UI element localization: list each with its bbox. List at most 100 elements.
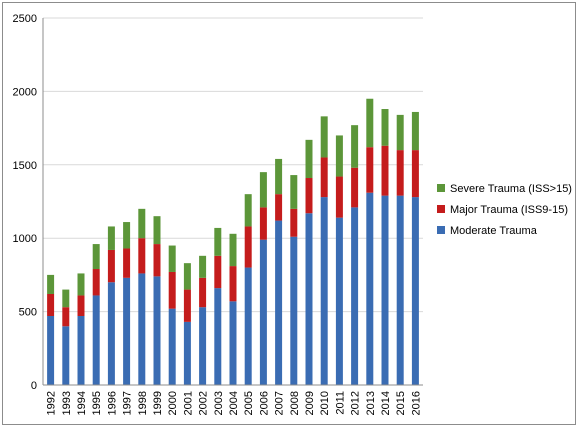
bar-segment xyxy=(138,208,146,239)
bar-segment xyxy=(381,109,389,146)
bar-segment xyxy=(92,295,100,385)
legend: Severe Trauma (ISS>15) Major Trauma (ISS9… xyxy=(437,183,572,237)
x-tick-labels: 1992 1993 1994 1995 1996 1997 1998 1999 2000 2001… xyxy=(46,391,423,415)
bar-segment xyxy=(305,139,313,179)
bar-segment xyxy=(259,207,267,240)
bar-segment xyxy=(183,263,191,290)
legend-label: Moderate Trauma xyxy=(450,225,538,237)
legend-swatch xyxy=(437,184,445,192)
axes xyxy=(42,18,423,386)
bar-segment xyxy=(275,220,283,385)
bar-segment xyxy=(92,269,100,296)
y-tick-label: 0 xyxy=(31,380,37,392)
bar-segment xyxy=(320,116,328,158)
bar-segment xyxy=(153,244,161,277)
bar-segment xyxy=(107,226,115,250)
legend-label: Severe Trauma (ISS>15) xyxy=(450,183,572,195)
bar-segment xyxy=(138,273,146,385)
bar-segment xyxy=(107,282,115,385)
x-tick-label: 2010 xyxy=(319,391,331,415)
bar-segment xyxy=(168,245,176,272)
bar-segment xyxy=(153,216,161,245)
bar-segment xyxy=(320,197,328,385)
bar-segment xyxy=(351,207,359,385)
x-tick-label: 2004 xyxy=(228,391,240,415)
bar-segment xyxy=(396,150,404,196)
bar-segment xyxy=(351,125,359,168)
bar-segment xyxy=(77,316,85,385)
x-tick-label: 2007 xyxy=(274,391,286,415)
bar-segment xyxy=(244,194,252,227)
bar-segment xyxy=(305,213,313,385)
x-tick-label: 2002 xyxy=(198,391,210,415)
y-tick-label: 2000 xyxy=(13,86,37,98)
bar-segment xyxy=(259,172,267,208)
bar-segment xyxy=(153,276,161,385)
bar-segment xyxy=(77,295,85,317)
x-tick-label: 2005 xyxy=(243,391,255,415)
bar-segment xyxy=(62,307,70,327)
bar-segment xyxy=(290,236,298,385)
bar-segment xyxy=(411,111,419,151)
bar-segment xyxy=(77,273,85,296)
bar-segment xyxy=(123,277,131,385)
x-tick-label: 2016 xyxy=(410,391,422,415)
bar-segment xyxy=(123,222,131,249)
bar-segment xyxy=(214,288,222,385)
bar-segment xyxy=(214,255,222,289)
x-tick-label: 1993 xyxy=(61,391,73,415)
x-tick-label: 1995 xyxy=(91,391,103,415)
legend-swatch xyxy=(437,205,445,213)
bar-segment xyxy=(290,175,298,209)
bar-segment xyxy=(411,197,419,385)
x-tick-label: 2011 xyxy=(334,391,346,415)
bar-segment xyxy=(229,233,237,267)
bar-segment xyxy=(335,176,343,218)
bar-segment xyxy=(168,308,176,385)
x-tick-label: 2015 xyxy=(395,391,407,415)
y-tick-labels: 0 500 1000 1500 2000 2500 xyxy=(13,13,37,392)
bars xyxy=(47,98,419,385)
x-tick-label: 2008 xyxy=(289,391,301,415)
bar-segment xyxy=(366,98,374,148)
x-tick-label: 1998 xyxy=(137,391,149,415)
bar-segment xyxy=(183,289,191,322)
x-tick-label: 2012 xyxy=(350,391,362,415)
bar-segment xyxy=(183,321,191,385)
bar-segment xyxy=(244,267,252,385)
bar-segment xyxy=(381,195,389,385)
bar-segment xyxy=(335,217,343,385)
x-tick-label: 1996 xyxy=(106,391,118,415)
y-tick-label: 500 xyxy=(19,307,37,319)
bar-segment xyxy=(366,147,374,193)
x-tick-label: 2000 xyxy=(167,391,179,415)
y-tick-label: 1500 xyxy=(13,160,37,172)
bar-segment xyxy=(47,316,55,385)
bar-segment xyxy=(320,157,328,198)
bar-segment xyxy=(92,244,100,270)
bar-segment xyxy=(62,326,70,385)
bar-segment xyxy=(381,145,389,196)
legend-label: Major Trauma (ISS9-15) xyxy=(450,204,568,216)
bar-segment xyxy=(351,167,359,208)
bar-segment xyxy=(199,307,207,385)
x-tick-label: 1992 xyxy=(46,391,58,415)
x-tick-label: 2013 xyxy=(365,391,377,415)
bar-segment xyxy=(275,194,283,221)
y-tick-label: 2500 xyxy=(13,13,37,25)
bar-segment xyxy=(244,226,252,268)
x-tick-label: 2003 xyxy=(213,391,225,415)
x-tick-label: 1999 xyxy=(152,391,164,415)
x-tick-label: 2009 xyxy=(304,391,316,415)
bar-segment xyxy=(366,192,374,385)
bar-segment xyxy=(290,208,298,237)
bar-segment xyxy=(335,135,343,177)
y-tick-label: 1000 xyxy=(13,233,37,245)
bar-segment xyxy=(199,255,207,278)
x-tick-label: 2001 xyxy=(182,391,194,415)
bar-segment xyxy=(107,249,115,283)
bar-segment xyxy=(396,114,404,151)
x-tick-label: 2006 xyxy=(258,391,270,415)
x-tick-label: 2014 xyxy=(380,391,392,415)
